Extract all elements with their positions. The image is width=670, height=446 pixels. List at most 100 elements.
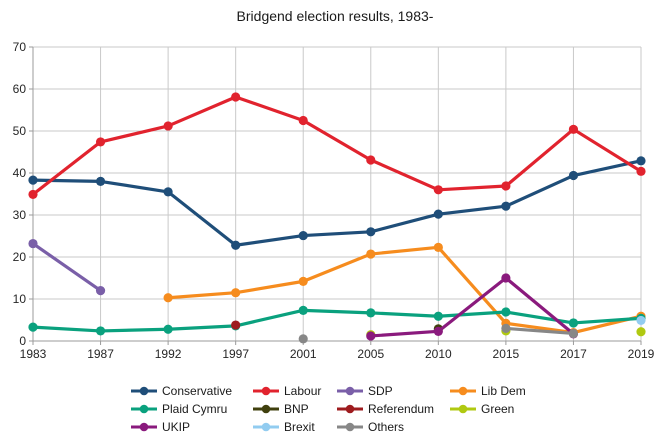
series-line-plaid-cymru [31,308,643,333]
x-tick-label: 1987 [87,347,114,361]
series-point-plaid-cymru [298,305,308,315]
legend-label-green: Green [481,402,515,416]
legend-marker-lib-dem-icon [450,386,476,396]
series-point-conservative [28,175,38,185]
series-point-lib-dem [366,249,376,259]
legend-item-ukip: UKIP [131,420,253,434]
series-point-labour [95,137,106,147]
chart-title: Bridgend election results, 1983- [236,8,434,24]
y-tick-label: 40 [13,166,27,180]
y-tick-label: 30 [13,208,27,222]
x-tick-label: 2005 [357,347,384,361]
series-point-ukip [501,273,511,283]
series-point-conservative [298,230,308,241]
series-point-ukip [366,331,376,341]
series-point-labour [28,189,38,200]
series-point-conservative [433,209,443,219]
series-point-lib-dem [298,276,308,286]
legend: Conservative Labour SDP Lib Dem Plaid Cymru B… [131,384,550,434]
x-tick-label: 2017 [560,347,587,361]
legend-item-plaid-cymru: Plaid Cymru [131,402,253,416]
series-point-plaid-cymru [501,307,511,317]
legend-marker-green-icon [450,404,476,414]
series-point-others [568,328,579,339]
series-line-conservative [31,159,643,247]
x-tick-label: 1992 [155,347,182,361]
series-point-conservative [95,176,106,186]
series-point-lib-dem [231,288,241,298]
legend-marker-ukip-icon [131,422,157,432]
legend-marker-referendum-icon [337,404,363,414]
series-point-lib-dem [163,293,173,303]
legend-label-conservative: Conservative [162,384,233,398]
y-tick-label: 70 [13,40,27,54]
legend-item-referendum: Referendum [337,402,450,416]
series-point-labour [298,115,308,126]
series-point-labour [163,121,173,131]
series-point-labour [501,181,511,191]
series-point-plaid-cymru [163,324,173,334]
y-tick-label: 50 [13,124,27,138]
plot-area: 0 10 20 30 40 50 60 70 1983 1987 1992 1997 2001 2005 2… [13,40,655,361]
x-tick-label: 2019 [628,347,655,361]
legend-marker-bnp-icon [253,404,279,414]
legend-marker-plaid-cymru-icon [131,404,157,414]
series-line-sdp [31,241,103,293]
legend-label-ukip: UKIP [162,420,191,434]
series-line-others [504,326,576,336]
series-point-ukip [433,326,443,336]
x-tick-label: 1997 [222,347,249,361]
legend-label-plaid-cymru: Plaid Cymru [162,402,228,416]
x-tick-label: 2015 [493,347,520,361]
series-point-conservative [568,170,579,181]
series-point-plaid-cymru [28,322,38,332]
series-point-conservative [501,201,511,211]
series-point-others [298,334,308,344]
series-line-ukip [369,276,576,338]
x-tick-label: 1983 [20,347,47,361]
legend-item-conservative: Conservative [131,384,253,398]
y-tick-label: 0 [19,334,26,348]
y-tick-label: 60 [13,82,27,96]
series-point-labour [568,124,579,134]
series-point-conservative [366,227,376,237]
series-point-labour [636,166,646,176]
legend-item-labour: Labour [253,384,337,398]
legend-label-lib-dem: Lib Dem [481,384,526,398]
y-tick-label: 10 [13,292,27,306]
legend-label-referendum: Referendum [368,402,435,416]
series-point-referendum [231,320,241,330]
legend-marker-labour-icon [253,386,279,396]
series-point-conservative [231,240,241,250]
legend-label-others: Others [368,420,405,434]
series-point-labour [366,155,376,165]
series-point-sdp [95,286,106,296]
legend-marker-sdp-icon [337,386,363,396]
series-point-plaid-cymru [433,311,443,321]
legend-item-bnp: BNP [253,402,337,416]
legend-marker-conservative-icon [131,386,157,396]
x-tick-label: 2010 [425,347,452,361]
series-point-labour [231,92,241,102]
series-point-sdp [28,238,38,249]
legend-item-sdp: SDP [337,384,450,398]
legend-marker-brexit-icon [253,422,279,432]
legend-label-bnp: BNP [284,402,309,416]
series-line-labour [31,95,643,197]
series-point-plaid-cymru [366,308,376,318]
legend-marker-others-icon [337,422,363,432]
legend-item-green: Green [450,402,550,416]
series-point-conservative [163,187,173,197]
series-point-green [636,327,646,337]
legend-label-sdp: SDP [368,384,393,398]
legend-item-others: Others [337,420,450,434]
legend-label-brexit: Brexit [284,420,315,434]
series-point-plaid-cymru [95,326,106,336]
legend-item-brexit: Brexit [253,420,337,434]
legend-item-lib-dem: Lib Dem [450,384,550,398]
series-point-labour [433,185,443,195]
series-point-plaid-cymru [568,318,579,328]
series-point-conservative [636,156,646,166]
series-point-others [501,323,511,333]
